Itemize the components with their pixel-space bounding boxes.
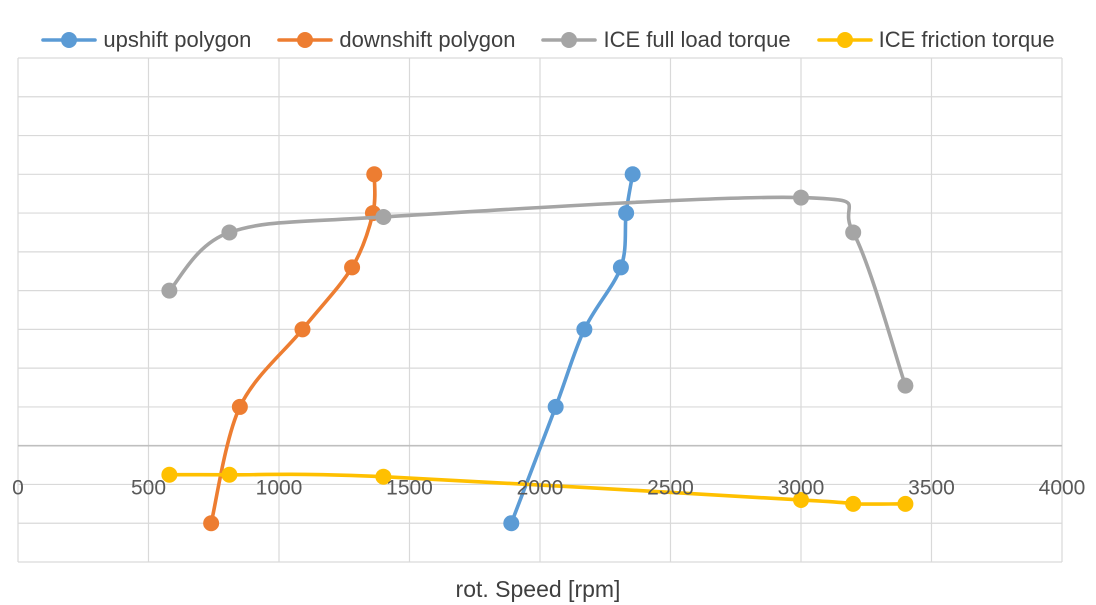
data-point-ice-full-load-torque (845, 224, 862, 241)
data-point-downshift-polygon (231, 398, 248, 415)
data-point-upshift-polygon (547, 398, 564, 415)
data-point-ice-friction-torque (845, 495, 862, 512)
legend-label: downshift polygon (339, 27, 516, 52)
legend-swatch (277, 32, 334, 48)
legend: upshift polygon downshift polygon ICE full… (0, 22, 1096, 58)
x-tick-label: 3500 (908, 477, 955, 500)
data-point-downshift-polygon (203, 515, 220, 532)
legend-item-downshift-polygon: downshift polygon (277, 27, 515, 53)
data-point-upshift-polygon (503, 515, 520, 532)
x-tick-label: 4000 (1039, 477, 1086, 500)
series-line-upshift-polygon (509, 172, 635, 526)
legend-swatch (541, 32, 598, 48)
data-point-upshift-polygon (612, 259, 629, 276)
data-point-downshift-polygon (294, 321, 311, 338)
data-point-upshift-polygon (624, 166, 641, 183)
x-tick-label: 1500 (386, 477, 433, 500)
gridlines (17, 57, 1063, 563)
series-downshift-polygon (203, 166, 383, 532)
x-tick-label: 500 (131, 477, 166, 500)
data-point-upshift-polygon (618, 205, 635, 222)
data-point-ice-friction-torque (221, 466, 238, 483)
data-point-ice-full-load-torque (897, 377, 914, 394)
data-point-ice-full-load-torque (161, 282, 178, 299)
x-tick-labels: 0 500 1000 1500 2000 2500 3000 3500 4000 (12, 477, 1085, 500)
data-point-ice-friction-torque (793, 491, 809, 508)
x-tick-label: 2000 (517, 477, 564, 500)
data-point-ice-friction-torque (161, 466, 178, 483)
x-tick-label: 0 (12, 477, 24, 500)
legend-swatch (816, 32, 873, 48)
legend-label: ICE friction torque (878, 27, 1055, 52)
legend-item-ice-friction-torque: ICE friction torque (816, 27, 1055, 53)
series-ice-friction-torque (161, 466, 914, 512)
data-point-ice-friction-torque (897, 495, 914, 512)
legend-item-ice-full-load-torque: ICE full load torque (541, 27, 791, 53)
data-point-upshift-polygon (576, 321, 593, 338)
data-point-ice-friction-torque (375, 468, 392, 485)
series-lines (161, 166, 914, 532)
data-point-ice-full-load-torque (375, 208, 392, 225)
legend-item-upshift-polygon: upshift polygon (41, 27, 251, 53)
legend-swatch (41, 32, 98, 48)
series-upshift-polygon (503, 166, 641, 532)
data-point-ice-full-load-torque (793, 189, 809, 206)
series-line-ice-full-load-torque (167, 195, 908, 388)
x-tick-label: 2500 (647, 477, 694, 500)
x-tick-label: 3000 (778, 477, 825, 500)
legend-label: ICE full load torque (603, 27, 791, 52)
data-point-downshift-polygon (366, 166, 383, 183)
data-point-ice-full-load-torque (221, 224, 238, 241)
x-tick-label: 1000 (256, 477, 303, 500)
x-axis-title: rot. Speed [rpm] (456, 576, 621, 602)
data-point-downshift-polygon (344, 259, 361, 276)
legend-label: upshift polygon (103, 27, 252, 52)
series-ice-full-load-torque (161, 189, 914, 394)
